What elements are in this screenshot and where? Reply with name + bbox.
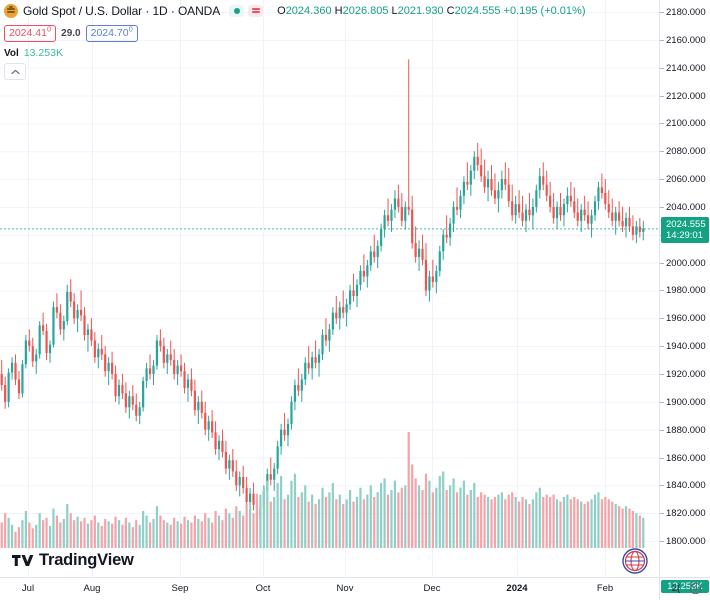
bid-price-value: 2024.41 xyxy=(9,26,47,39)
time-scale-divider xyxy=(659,578,660,600)
time-scale[interactable]: 13.253K Jul Aug Sep Oct Nov Dec 2024 Feb 2( xyxy=(0,577,710,600)
time-tick: 2( xyxy=(671,583,681,594)
price-tick: 2160.000 xyxy=(660,35,710,46)
time-tick: 2024 xyxy=(506,583,528,594)
price-tick: 2080.000 xyxy=(660,146,710,157)
time-tick: Feb xyxy=(596,583,614,594)
chevron-up-icon xyxy=(10,69,20,74)
collapse-pane-button[interactable] xyxy=(4,63,26,80)
current-price-badge: 2024.555 14:29:01 xyxy=(661,217,709,244)
price-tick: 2060.000 xyxy=(660,174,710,185)
price-tick: 2140.000 xyxy=(660,63,710,74)
time-tick: Dec xyxy=(423,583,441,594)
price-tick: 1820.000 xyxy=(660,508,710,519)
chart-plot-area[interactable] xyxy=(0,0,660,578)
price-tick: 1860.000 xyxy=(660,453,710,464)
price-tick: 1880.000 xyxy=(660,425,710,436)
price-tick: 2180.000 xyxy=(660,7,710,18)
chart-gridlines xyxy=(0,0,660,578)
time-tick: Aug xyxy=(83,583,101,594)
price-tick: 1900.000 xyxy=(660,397,710,408)
price-tick: 2040.000 xyxy=(660,202,710,213)
ask-price-value: 2024.70 xyxy=(90,26,129,39)
tradingview-mark-icon xyxy=(12,555,34,566)
oanda-badge-icon xyxy=(622,548,648,574)
ask-price-superscript: 0 xyxy=(128,24,133,33)
tradingview-watermark: TradingView xyxy=(12,551,134,570)
candlestick-series xyxy=(0,59,660,548)
time-tick: Oct xyxy=(255,583,271,594)
tradingview-logo-text: TradingView xyxy=(39,551,134,569)
current-price-time: 14:29:01 xyxy=(666,230,703,242)
price-tick: 1840.000 xyxy=(660,480,710,491)
price-tick: 1960.000 xyxy=(660,313,710,324)
time-tick: Nov xyxy=(336,583,354,594)
price-tick: 2120.000 xyxy=(660,91,710,102)
price-tick: 1940.000 xyxy=(660,341,710,352)
bid-price-superscript: 0 xyxy=(46,24,52,33)
time-tick: Jul xyxy=(21,583,35,594)
current-price-value: 2024.555 xyxy=(666,219,706,231)
price-tick: 1800.000 xyxy=(660,536,710,547)
price-scale[interactable]: 2180.000 2160.000 2140.000 2120.000 2100.000… xyxy=(659,0,710,578)
price-tick: 2100.000 xyxy=(660,118,710,129)
time-tick: Sep xyxy=(171,583,189,594)
ask-price-box[interactable]: 2024.700 xyxy=(85,24,138,42)
price-tick: 1980.000 xyxy=(660,285,710,296)
gear-icon[interactable] xyxy=(689,582,702,595)
bid-price-box[interactable]: 2024.410 xyxy=(4,24,57,42)
price-tick: 2000.000 xyxy=(660,258,710,269)
price-tick: 1920.000 xyxy=(660,369,710,380)
